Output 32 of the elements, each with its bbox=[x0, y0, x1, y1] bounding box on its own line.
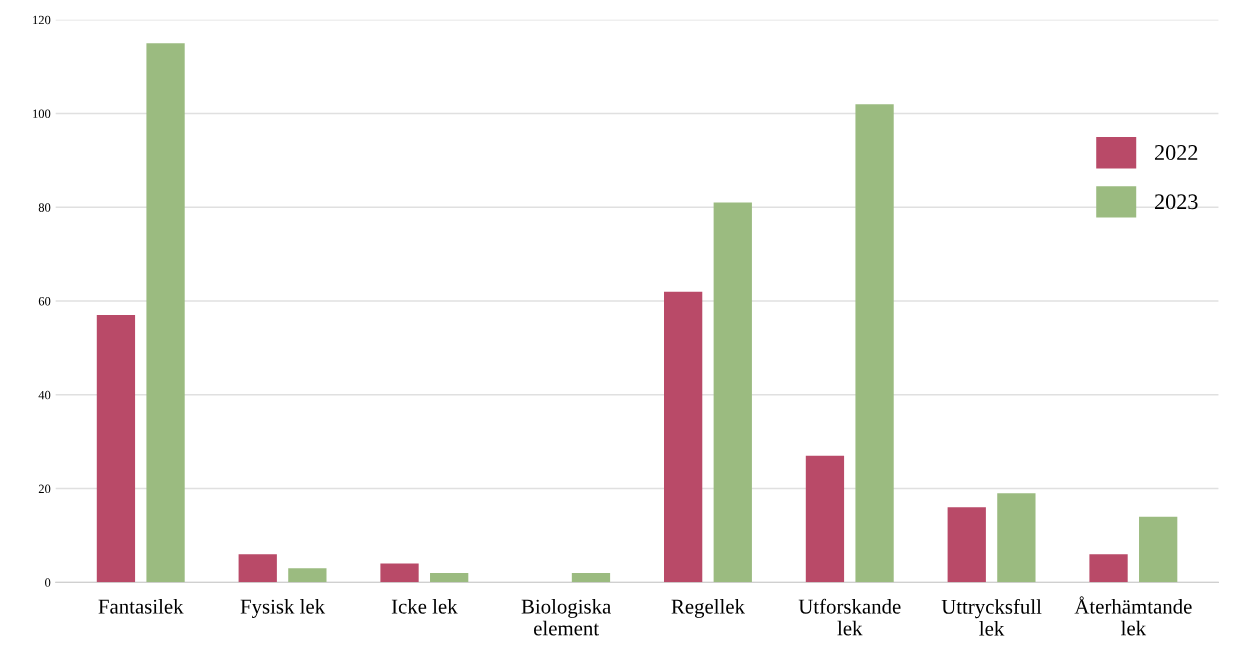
legend-label: 2023 bbox=[1154, 194, 1198, 210]
bar bbox=[805, 455, 845, 583]
bar bbox=[713, 202, 752, 583]
bar bbox=[664, 291, 703, 583]
y-tick-label: 120 bbox=[33, 15, 51, 25]
bar bbox=[855, 104, 894, 583]
x-tick-label: Icke lek bbox=[391, 599, 458, 614]
bar bbox=[1089, 554, 1128, 583]
bar bbox=[430, 572, 469, 583]
bar bbox=[288, 568, 327, 583]
x-tick-label: Biologiska element bbox=[521, 599, 612, 636]
bar bbox=[146, 43, 185, 583]
x-tick-label: Utforskande lek bbox=[798, 598, 901, 636]
x-tick-label: Fysisk lek bbox=[240, 599, 326, 618]
y-tick-label: 80 bbox=[38, 203, 51, 212]
x-tick-label: Uttrycksfull lek bbox=[941, 599, 1042, 636]
bar bbox=[96, 315, 136, 583]
bar bbox=[1139, 516, 1178, 583]
bar bbox=[238, 554, 277, 583]
y-tick-label: 100 bbox=[33, 109, 51, 118]
y-tick-label: 20 bbox=[38, 484, 51, 494]
bar bbox=[571, 572, 611, 583]
y-tick-label: 0 bbox=[45, 578, 51, 587]
x-tick-label: Regellek bbox=[671, 599, 745, 618]
legend-label: 2022 bbox=[1154, 145, 1198, 161]
y-tick-label: 40 bbox=[38, 390, 51, 400]
x-tick-label: Fantasilek bbox=[98, 599, 184, 614]
bar bbox=[997, 493, 1036, 583]
bar bbox=[947, 507, 986, 583]
y-tick-label: 60 bbox=[38, 297, 51, 306]
bar bbox=[380, 563, 419, 583]
x-tick-label: Återhämtande lek bbox=[1074, 596, 1192, 636]
